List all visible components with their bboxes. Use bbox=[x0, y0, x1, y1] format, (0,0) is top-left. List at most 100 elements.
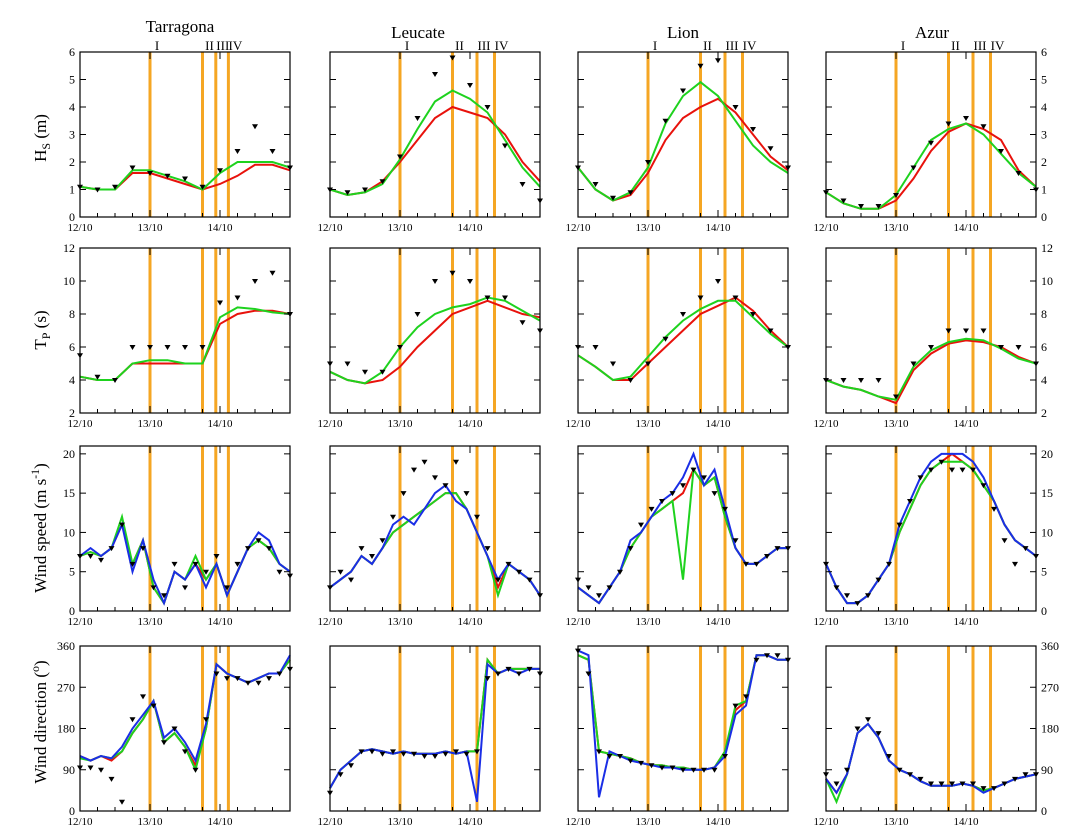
observed-point bbox=[648, 763, 655, 769]
observed-point bbox=[252, 124, 258, 130]
observed-point bbox=[743, 561, 749, 567]
panel-frame bbox=[329, 445, 541, 612]
observed-point bbox=[627, 758, 634, 764]
x-tick-label: 14/10 bbox=[705, 616, 731, 628]
observed-point bbox=[875, 731, 882, 737]
y-tick-label: 8 bbox=[69, 307, 75, 321]
event-marker-III: III bbox=[726, 38, 739, 53]
x-tick-label: 12/10 bbox=[67, 222, 93, 234]
series-model_blue bbox=[79, 654, 291, 764]
observed-point bbox=[495, 577, 501, 583]
x-tick-label: 12/10 bbox=[317, 816, 343, 828]
observed-point bbox=[147, 345, 153, 350]
event-marker-II: II bbox=[703, 38, 712, 53]
panel-frame bbox=[79, 247, 291, 414]
y-tick-label: 0 bbox=[69, 804, 75, 818]
observed-point bbox=[1022, 546, 1029, 552]
y-tick-label-right: 5 bbox=[1041, 565, 1047, 579]
observed-point bbox=[662, 118, 669, 124]
y-tick-label: 2 bbox=[69, 155, 75, 169]
observed-point bbox=[732, 703, 739, 709]
series-model_green bbox=[577, 299, 789, 382]
observed-point bbox=[949, 467, 955, 473]
observed-point bbox=[722, 754, 728, 759]
observed-point bbox=[896, 767, 903, 773]
x-tick-label: 12/10 bbox=[67, 816, 93, 828]
observed-point bbox=[645, 361, 651, 367]
panel-tarragona-wind-speed: 12/10 13/10 14/10 0 5 10 15 20 bbox=[63, 445, 293, 628]
observed-point bbox=[129, 561, 136, 567]
observed-point bbox=[217, 168, 223, 174]
observed-point bbox=[1015, 345, 1022, 350]
observed-point bbox=[484, 676, 491, 682]
observed-point bbox=[379, 369, 386, 375]
observed-point bbox=[750, 312, 756, 317]
observed-point bbox=[910, 361, 917, 367]
panel-tarragona-tp: 12/10 13/10 14/10 2 4 6 8 10 12 bbox=[63, 241, 293, 430]
observed-point bbox=[1022, 772, 1029, 778]
x-tick-label: 14/10 bbox=[953, 616, 979, 628]
panel-frame bbox=[577, 51, 789, 218]
observed-point bbox=[432, 72, 438, 77]
x-tick-label: 12/10 bbox=[317, 222, 343, 234]
observed-point bbox=[998, 345, 1004, 350]
observed-point bbox=[140, 546, 146, 552]
observed-point bbox=[732, 295, 739, 301]
x-tick-label: 13/10 bbox=[883, 816, 909, 828]
observed-points bbox=[823, 717, 1039, 792]
series-model_green bbox=[577, 80, 789, 202]
series-model_blue bbox=[329, 662, 540, 803]
x-tick-label: 14/10 bbox=[953, 222, 979, 234]
observed-point bbox=[722, 506, 728, 512]
x-tick-label: 13/10 bbox=[137, 222, 163, 234]
observed-point bbox=[234, 295, 241, 301]
y-tick-label-right: 10 bbox=[1041, 525, 1053, 539]
observed-point bbox=[659, 765, 665, 771]
series-model_blue bbox=[577, 649, 788, 798]
y-tick-label: 4 bbox=[69, 373, 75, 387]
observed-point bbox=[1001, 781, 1008, 787]
observed-point bbox=[526, 577, 533, 583]
observed-point bbox=[858, 204, 864, 209]
observed-point bbox=[907, 772, 913, 778]
observed-points bbox=[327, 666, 543, 796]
observed-point bbox=[998, 149, 1004, 154]
y-tick-label-right: 20 bbox=[1041, 447, 1053, 461]
observed-point bbox=[94, 374, 101, 380]
observed-point bbox=[400, 491, 407, 497]
series-model_green bbox=[329, 657, 540, 789]
observed-point bbox=[379, 751, 386, 757]
x-tick-label: 14/10 bbox=[457, 616, 483, 628]
observed-point bbox=[764, 554, 770, 559]
observed-point bbox=[400, 751, 407, 757]
series-model_red bbox=[79, 659, 291, 768]
column-title-tarragona: Tarragona bbox=[146, 17, 215, 36]
observed-point bbox=[369, 554, 375, 559]
panel-leucate-hs: 12/10 13/10 14/10I II III IV bbox=[317, 38, 543, 234]
observed-point bbox=[502, 143, 508, 149]
panel-lion-hs: 12/10 13/10 14/10I II III IV bbox=[565, 38, 791, 234]
x-tick-label: 13/10 bbox=[635, 616, 661, 628]
observed-point bbox=[638, 522, 644, 528]
observed-point bbox=[276, 569, 283, 575]
observed-point bbox=[519, 320, 526, 326]
observed-point bbox=[680, 88, 686, 94]
y-tick-label-right: 5 bbox=[1041, 73, 1047, 87]
observed-point bbox=[875, 378, 882, 383]
observed-points bbox=[327, 270, 543, 375]
series-model_blue bbox=[79, 521, 291, 606]
observed-point bbox=[840, 198, 847, 204]
observed-point bbox=[463, 751, 470, 757]
observed-point bbox=[767, 146, 774, 152]
y-tick-label-right: 15 bbox=[1041, 486, 1053, 500]
y-tick-label-right: 90 bbox=[1041, 763, 1053, 777]
series-model_blue bbox=[329, 483, 541, 596]
y-tick-label-right: 0 bbox=[1041, 604, 1047, 618]
observed-point bbox=[585, 671, 592, 677]
observed-point bbox=[928, 467, 934, 473]
observed-point bbox=[474, 749, 480, 755]
series-model_green bbox=[329, 492, 541, 599]
y-tick-label: 15 bbox=[63, 486, 75, 500]
series-model_red bbox=[329, 492, 541, 596]
x-tick-label: 13/10 bbox=[883, 418, 909, 430]
